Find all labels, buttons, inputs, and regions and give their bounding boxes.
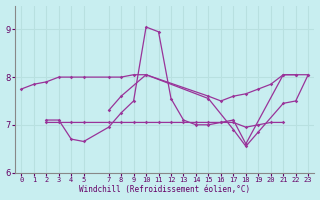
X-axis label: Windchill (Refroidissement éolien,°C): Windchill (Refroidissement éolien,°C) xyxy=(79,185,250,194)
